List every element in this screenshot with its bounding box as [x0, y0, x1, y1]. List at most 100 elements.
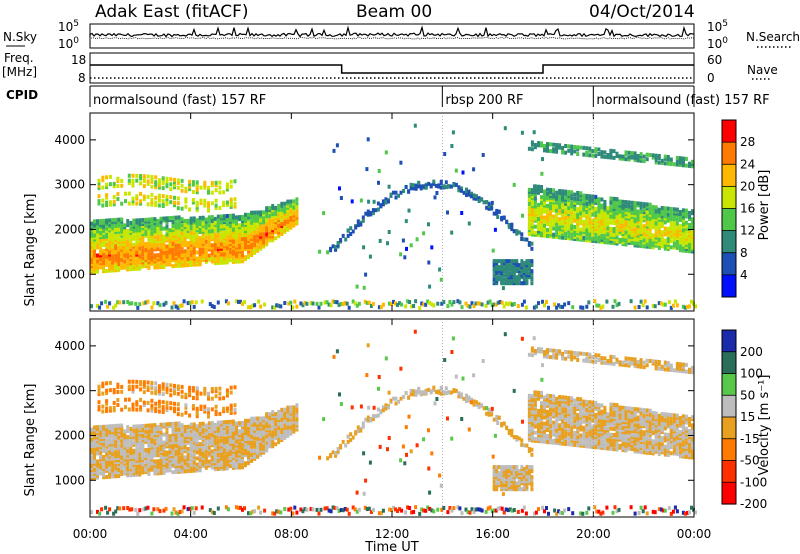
power-cell [154, 185, 158, 190]
power-cell [465, 193, 468, 197]
velocity-cell [231, 419, 235, 424]
velocity-cell [150, 425, 154, 430]
power-cell [552, 214, 556, 219]
power-cell [253, 303, 257, 308]
power-cell [105, 195, 109, 200]
power-cell [169, 177, 173, 182]
velocity-cell [154, 381, 158, 386]
power-cell [547, 305, 550, 310]
power-cell [253, 220, 257, 225]
power-cell [659, 301, 663, 306]
velocity-cell [362, 491, 366, 496]
power-cell [678, 160, 682, 165]
velocity-cell [515, 435, 519, 440]
power-cell [150, 255, 154, 260]
power-cell [138, 218, 142, 223]
power-cell [615, 303, 619, 308]
power-cell [691, 217, 694, 222]
power-cell [105, 203, 109, 207]
velocity-cell [253, 416, 257, 421]
power-cell [364, 272, 368, 277]
velocity-cell [250, 448, 254, 453]
power-cell [672, 241, 676, 246]
power-cell [615, 213, 619, 218]
velocity-cell [173, 391, 176, 396]
power-cell [507, 225, 511, 230]
power-cell [305, 301, 309, 306]
velocity-cell [168, 422, 172, 427]
power-cell [265, 224, 269, 229]
velocity-cell [144, 423, 148, 428]
power-cell [452, 300, 456, 305]
power-cell [384, 200, 388, 205]
velocity-cell [180, 423, 184, 428]
velocity-cell [295, 417, 299, 422]
velocity-cell [189, 458, 193, 463]
power-cell [241, 231, 244, 236]
power-cell [356, 223, 360, 228]
velocity-cell [409, 392, 413, 397]
velocity-cell [108, 438, 112, 443]
power-cell [343, 301, 347, 305]
power-cell [96, 237, 99, 242]
power-cell [603, 220, 607, 224]
power-cell [277, 226, 281, 231]
power-cell [192, 216, 196, 221]
velocity-cell [102, 461, 106, 466]
power-cell [678, 158, 682, 163]
power-cell [144, 227, 148, 232]
power-cell [156, 301, 160, 306]
power-cell [139, 181, 143, 186]
velocity-cell [131, 402, 135, 407]
velocity-cell [183, 429, 187, 433]
velocity-cell [156, 449, 160, 454]
power-cell [183, 237, 187, 242]
power-cell [675, 160, 679, 165]
power-cell [546, 146, 549, 151]
power-cell [522, 299, 526, 304]
velocity-cell [444, 391, 448, 396]
velocity-cell [204, 449, 208, 454]
power-cell [289, 199, 293, 204]
power-cell [207, 206, 210, 211]
velocity-cell [96, 471, 99, 476]
power-cell [180, 217, 184, 222]
power-cell [292, 211, 296, 216]
power-cell [432, 181, 436, 186]
power-cell [520, 281, 524, 286]
power-cell [567, 148, 571, 153]
power-cell [90, 235, 93, 240]
power-cell [390, 302, 393, 306]
power-cell [570, 144, 574, 149]
power-cell [576, 147, 580, 152]
cpid-segment-label: normalsound (fast) 157 RF [596, 93, 769, 108]
power-cell [93, 241, 96, 246]
power-cell [552, 218, 556, 223]
power-cell [244, 255, 247, 260]
velocity-cell [161, 384, 165, 389]
power-cell [600, 233, 604, 238]
velocity-cell [183, 469, 187, 474]
velocity-cell [228, 444, 232, 448]
power-cell [461, 170, 465, 175]
power-cell [475, 196, 478, 201]
power-cell [573, 145, 577, 149]
velocity-cell [123, 469, 127, 474]
velocity-cell [112, 405, 116, 410]
power-cell [597, 147, 601, 152]
power-cell [268, 222, 272, 227]
power-cell [178, 304, 182, 308]
velocity-cell [93, 455, 96, 460]
power-cell [448, 300, 452, 304]
power-cell [210, 227, 214, 232]
velocity-cell [507, 429, 511, 433]
velocity-cell [235, 439, 238, 444]
velocity-cell [419, 392, 423, 397]
power-cell [189, 256, 193, 261]
velocity-cell [176, 402, 180, 407]
power-cell [498, 300, 502, 304]
velocity-cell [186, 424, 190, 429]
power-cell [541, 157, 544, 162]
power-cell [654, 243, 658, 248]
power-cell [485, 205, 489, 210]
